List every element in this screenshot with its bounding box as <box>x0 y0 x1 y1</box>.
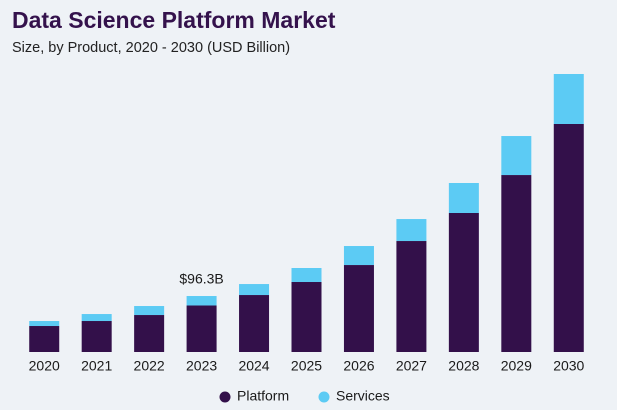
x-tick-label: 2030 <box>553 358 584 374</box>
x-tick-label: 2029 <box>501 358 532 374</box>
x-tick-label: 2025 <box>291 358 322 374</box>
legend-marker <box>318 391 330 403</box>
legend-label: Platform <box>237 388 289 404</box>
chart-subtitle: Size, by Product, 2020 - 2030 (USD Billi… <box>12 40 290 56</box>
bar-segment <box>29 321 60 327</box>
bar-segment <box>81 321 112 352</box>
bar-segment <box>81 314 112 322</box>
bar-segment <box>186 296 217 306</box>
legend-marker <box>219 391 231 403</box>
x-tick-label: 2022 <box>134 358 165 374</box>
bar-segment <box>239 284 270 296</box>
bar-segment <box>343 246 374 266</box>
bar-segment <box>343 265 374 352</box>
bar-segment <box>501 136 532 176</box>
bar-segment <box>448 183 479 213</box>
bar-segment <box>448 213 479 352</box>
annotation: $96.3B <box>179 271 223 287</box>
bar-segment <box>134 306 165 316</box>
bar-segment <box>396 241 427 352</box>
bar-segment <box>186 305 217 352</box>
bar-segment <box>291 282 322 352</box>
x-tick-label: 2028 <box>448 358 479 374</box>
bar-segment <box>134 315 165 352</box>
bar-segment <box>553 123 584 352</box>
bar-segment <box>501 175 532 352</box>
x-tick-label: 2027 <box>396 358 427 374</box>
bar-segment <box>291 267 322 283</box>
bar-segment <box>553 74 584 124</box>
x-tick-label: 2024 <box>238 358 269 374</box>
x-tick-label: 2023 <box>186 358 217 374</box>
bar-segment <box>29 326 60 352</box>
bar-segment <box>396 219 427 242</box>
x-tick-label: 2026 <box>343 358 374 374</box>
chart-title: Data Science Platform Market <box>12 7 336 33</box>
x-tick-label: 2020 <box>29 358 60 374</box>
legend-label: Services <box>336 388 390 404</box>
x-tick-label: 2021 <box>81 358 112 374</box>
bar-segment <box>239 295 270 352</box>
